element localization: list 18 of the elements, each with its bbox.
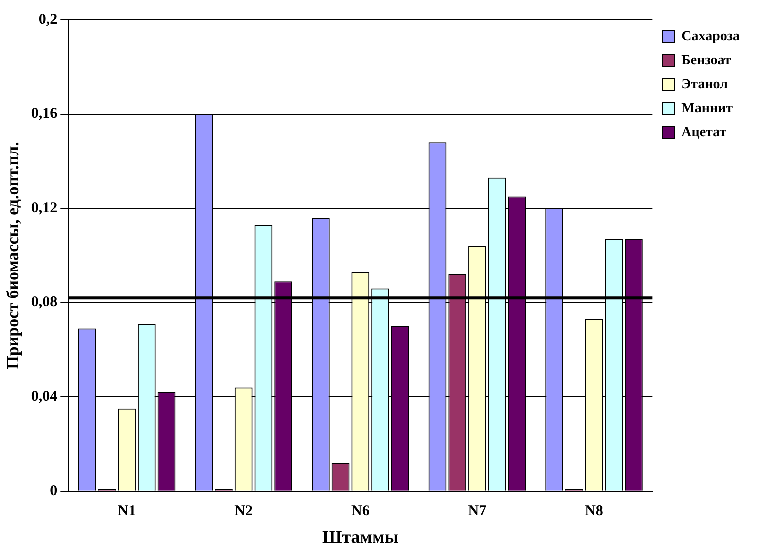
y-tick-label: 0,04 [31,388,58,405]
y-tick-label: 0 [50,483,58,500]
y-tick-label: 0,2 [38,12,58,28]
x-axis-title: Штаммы [322,526,399,547]
x-tick-label: N1 [118,503,136,520]
x-tick-label: N7 [468,503,488,520]
y-tick-label: 0,08 [31,294,58,311]
legend-label: Сахароза [682,30,740,45]
y-tick-label: 0,12 [31,200,58,216]
x-tick-label: N6 [351,503,370,520]
y-axis-title: Прирост биомассы, ед.опт.пл. [4,142,23,370]
legend-label: Этанол [682,78,728,93]
legend-label: Маннит [682,102,734,117]
x-tick-label: N2 [234,503,254,520]
legend-label: Ацетат [682,126,727,141]
legend-label: Бензоат [682,54,732,69]
x-tick-label: N8 [585,503,604,520]
y-tick-label: 0,16 [31,106,58,122]
